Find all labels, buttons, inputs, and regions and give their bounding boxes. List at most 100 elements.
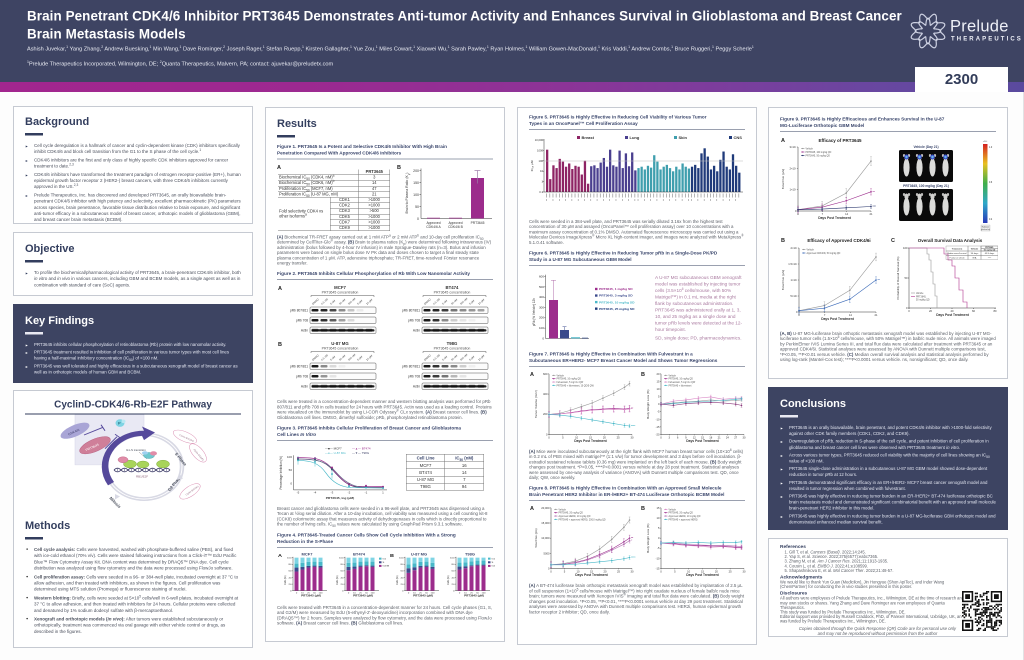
svg-text:100: 100 [482,592,487,594]
svg-text:Approved HER2i, 10 mg/kg QD: Approved HER2i, 10 mg/kg QD [559,515,591,518]
svg-text:14: 14 [845,212,848,216]
svg-text:Days Post Treatment: Days Post Treatment [574,439,607,443]
svg-text:100: 100 [339,557,344,560]
svg-text:U-87 MG: U-87 MG [411,553,427,557]
svg-text:Brain to Plasma Ratio (Kp): Brain to Plasma Ratio (Kp) [405,173,411,214]
svg-text:25: 25 [617,570,621,574]
svg-text:**: ** [631,536,634,540]
svg-text:PRT3645, 20 mg/kg QD: PRT3645, 20 mg/kg QD [669,513,694,515]
svg-text:10 μM: 10 μM [477,297,486,306]
svg-text:0: 0 [658,402,660,406]
svg-text:×10⁸: ×10⁸ [983,140,988,143]
svg-text:Approved: Approved [448,221,462,225]
svg-text:Fulvestrant, 5 mg/t 1x QW: Fulvestrant, 5 mg/t 1x QW [557,381,585,384]
svg-text:P: P [118,422,121,426]
svg-text:RB1/E2F: RB1/E2F [136,475,148,479]
svg-text:25: 25 [307,592,311,594]
svg-text:150: 150 [413,181,419,185]
svg-text:Cells (%): Cells (%) [335,575,339,585]
svg-text:14: 14 [849,313,852,317]
svg-text:***: *** [873,205,877,209]
svg-text:**: ** [878,278,881,282]
svg-text:24: 24 [726,435,730,439]
svg-text:30: 30 [743,570,747,574]
svg-text:Total Flux (p/s): Total Flux (p/s) [781,169,785,189]
svg-text:0: 0 [908,309,910,313]
svg-text:B: B [278,342,282,348]
svg-text:Days Post Treatment: Days Post Treatment [818,216,852,220]
svg-text:0: 0 [402,590,404,593]
svg-text:100: 100 [903,246,908,250]
svg-text:2×10⁷: 2×10⁷ [789,166,796,170]
svg-text:10: 10 [301,592,305,594]
svg-text:T98G: T98G [465,553,475,557]
svg-text:A: A [530,372,534,378]
svg-text:****: **** [631,556,636,560]
svg-text:Efficacy of Approved CDK4/6i: Efficacy of Approved CDK4/6i [807,238,870,243]
svg-text:PRT3645 + approved HER2i: PRT3645 + approved HER2i [669,519,699,522]
svg-text:T98G: T98G [447,341,458,346]
svg-text:B: B [641,506,645,512]
svg-text:Approved HER2i, 10 mg/kg QD: Approved HER2i, 10 mg/kg QD [669,515,701,518]
svg-text:****: **** [631,424,636,428]
svg-text:**: ** [873,190,876,194]
svg-text:5000: 5000 [544,552,551,556]
svg-text:0.5 nM: 0.5 nM [432,297,441,306]
svg-text:—●— U-87 MG: —●— U-87 MG [325,451,346,455]
svg-text:*: * [631,539,633,543]
svg-text:100: 100 [539,326,544,330]
svg-text:Cells (%): Cells (%) [283,575,287,585]
svg-text:5: 5 [674,570,676,574]
svg-text:0: 0 [550,570,552,574]
svg-text:Cyclin E/CDK2: Cyclin E/CDK2 [178,435,194,444]
svg-text:80: 80 [341,563,345,566]
svg-text:25: 25 [359,592,363,594]
svg-text:Body Weight Loss (%): Body Weight Loss (%) [646,524,650,553]
svg-text:50 nM: 50 nM [450,353,459,361]
svg-text:Days Post Treatment: Days Post Treatment [575,573,608,577]
svg-text:5: 5 [564,570,566,574]
svg-text:S: S [383,561,385,564]
svg-text:Probability of Overall Surviva: Probability of Overall Survival (%) [896,256,900,299]
svg-text:pRb 708: pRb 708 [296,375,308,379]
svg-text:5: 5 [658,526,660,530]
svg-text:Median overall survival: Median overall survival [947,252,967,255]
svg-text:PRT3645 concentration: PRT3645 concentration [322,291,359,295]
svg-text:PRT3645,: PRT3645, [985,246,994,249]
svg-text:0: 0 [548,435,550,439]
svg-text:PRT3645, log (μM): PRT3645, log (μM) [326,496,355,500]
svg-text:B: B [781,238,785,244]
svg-text:U-87 MG: U-87 MG [331,341,349,346]
svg-text:500 nM: 500 nM [459,352,469,361]
svg-text:Vehicle: Vehicle [669,510,677,512]
svg-text:0: 0 [906,306,908,310]
svg-text:400: 400 [543,392,548,396]
svg-text:60: 60 [341,570,345,573]
svg-text:20: 20 [715,570,719,574]
svg-text:7: 7 [824,313,826,317]
svg-text:Lung: Lung [630,135,640,140]
svg-text:5: 5 [658,395,660,399]
svg-text:50 mg/kg QD: 50 mg/kg QD [916,300,930,302]
svg-text:-10: -10 [656,417,660,421]
svg-text:60: 60 [452,570,456,573]
svg-text:S: S [492,561,494,564]
svg-text:0: 0 [660,570,662,574]
svg-text:pRb 807/811: pRb 807/811 [290,309,308,313]
svg-text:0.5 nM: 0.5 nM [432,353,441,362]
svg-text:Efficacy of PRT3645: Efficacy of PRT3645 [818,138,862,143]
svg-text:100: 100 [371,592,376,594]
svg-text:-5: -5 [657,410,660,414]
svg-text:0.5 nM: 0.5 nM [320,353,329,362]
svg-text:5 μM: 5 μM [468,298,476,306]
svg-text:60: 60 [289,570,293,573]
svg-text:PRT3645 + fulvestrant: PRT3645 + fulvestrant [669,384,692,387]
svg-text:B: B [390,553,394,558]
svg-text:0.2: 0.2 [989,219,993,221]
svg-text:50 nM: 50 nM [450,297,459,305]
svg-text:CDK4/6 A: CDK4/6 A [426,225,441,229]
svg-text:****: **** [988,257,992,259]
svg-text:PRT3645 (μM): PRT3645 (μM) [464,594,484,598]
svg-text:PRT3645 (μM): PRT3645 (μM) [353,594,373,598]
svg-text:1×10⁷: 1×10⁷ [789,188,796,192]
